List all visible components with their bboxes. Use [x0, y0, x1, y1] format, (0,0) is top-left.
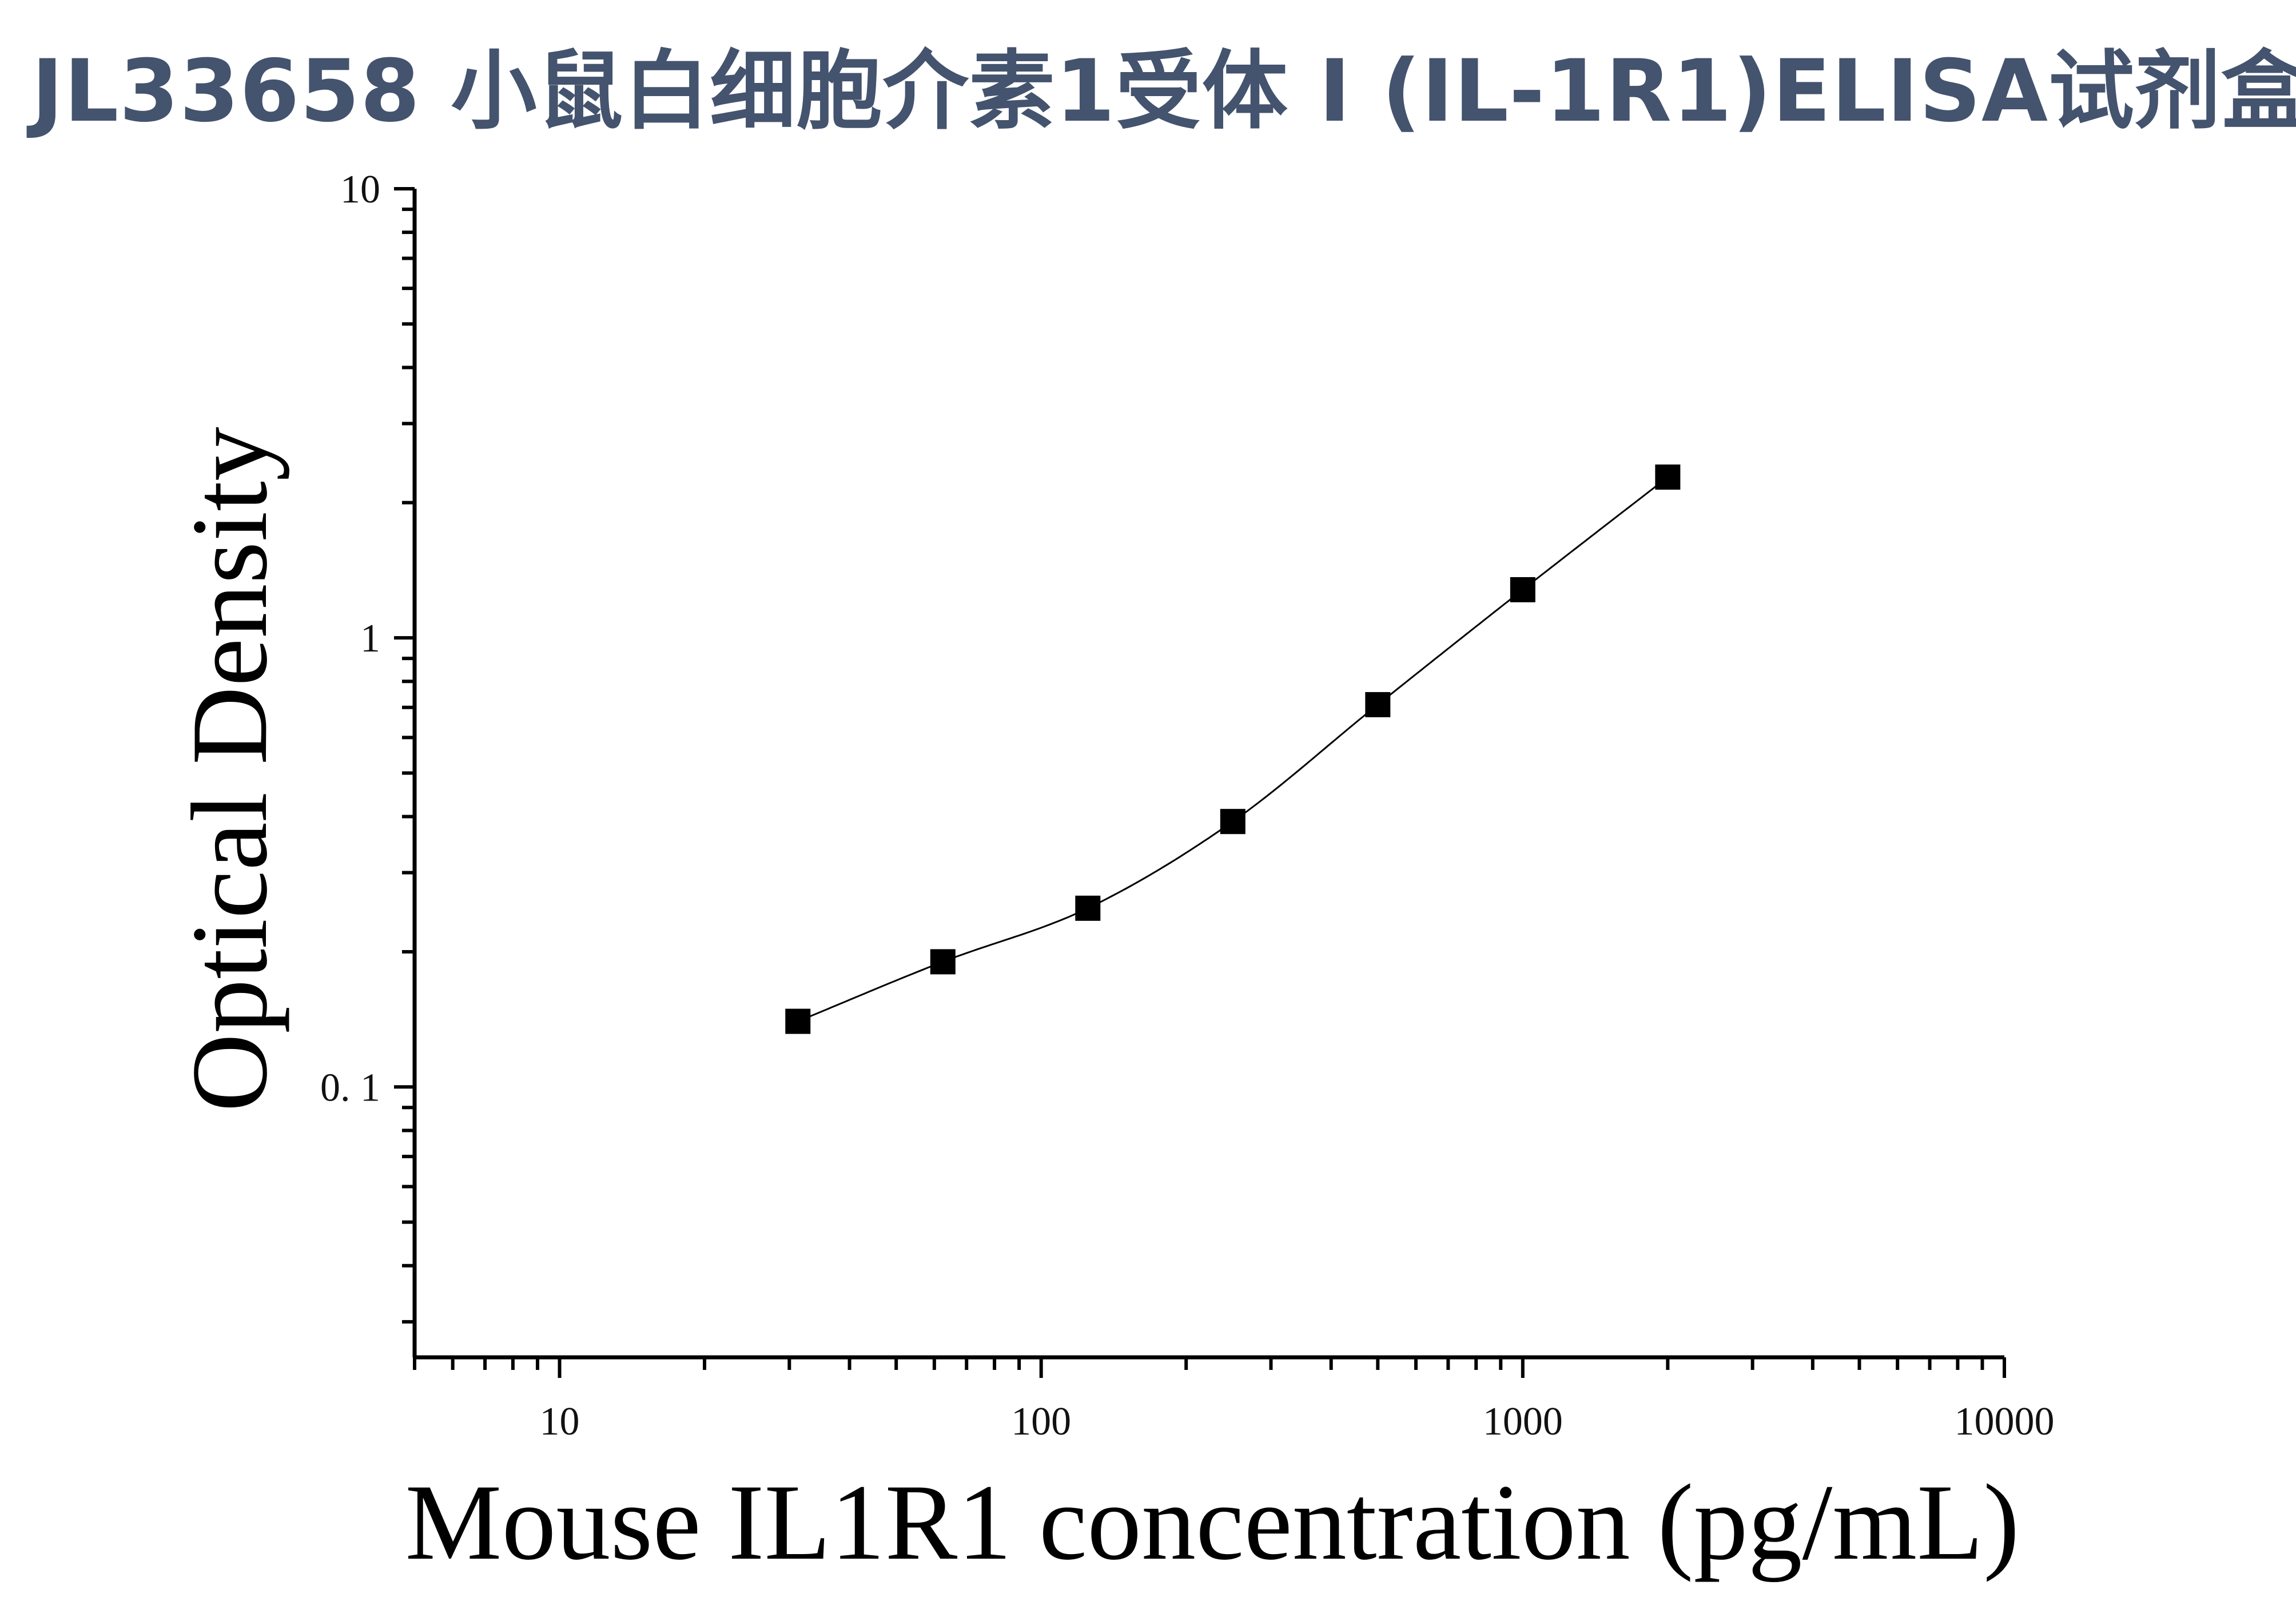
data-point [1365, 692, 1391, 717]
x-tick-label: 10 [540, 1400, 580, 1444]
page-title: JL33658 小鼠白细胞介素1受体 I (IL-1R1)ELISA试剂盒 [31, 42, 2296, 141]
fit-curve [797, 476, 1669, 1022]
chart-marks [785, 464, 1681, 1034]
axes: 10 100 1000 10000 0. 1 1 10 [320, 168, 2055, 1444]
data-point [1075, 895, 1101, 921]
x-tick-label: 100 [1011, 1400, 1071, 1444]
data-point [1220, 809, 1246, 835]
y-tick-label: 1 [360, 617, 380, 661]
data-point [785, 1008, 811, 1034]
x-axis-title: Mouse IL1R1 concentration (pg/mL) [405, 1463, 2020, 1583]
x-tick-label: 1000 [1483, 1400, 1563, 1444]
data-point [930, 949, 956, 975]
y-tick-label: 10 [340, 168, 380, 212]
data-point [1510, 577, 1535, 602]
data-point [1655, 464, 1681, 490]
x-tick-label: 10000 [1955, 1400, 2055, 1444]
y-axis-title: Optical Density [170, 427, 290, 1112]
y-tick-label: 0. 1 [320, 1066, 380, 1110]
